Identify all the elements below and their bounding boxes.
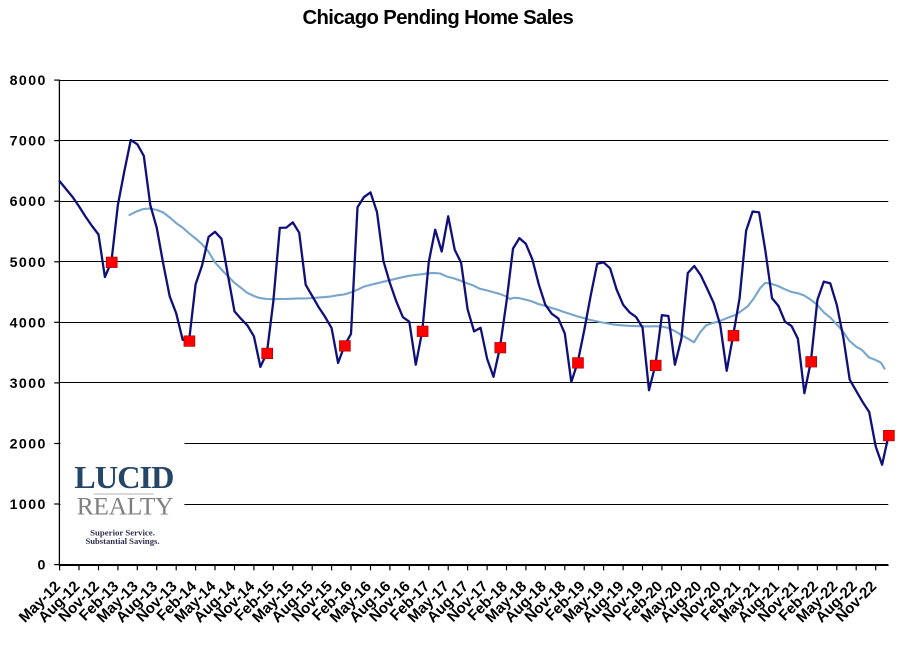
svg-text:2000: 2000: [10, 437, 47, 453]
svg-text:6000: 6000: [10, 194, 47, 210]
svg-text:REALTY: REALTY: [77, 493, 174, 521]
svg-text:0: 0: [38, 558, 47, 574]
svg-text:LUCID: LUCID: [74, 459, 173, 495]
svg-text:3000: 3000: [10, 376, 47, 392]
svg-text:4000: 4000: [10, 315, 47, 331]
svg-text:5000: 5000: [10, 255, 47, 271]
svg-text:8000: 8000: [10, 73, 47, 89]
svg-text:1000: 1000: [10, 497, 47, 513]
svg-text:Superior Service.: Superior Service.: [90, 527, 155, 537]
svg-text:7000: 7000: [10, 134, 47, 150]
svg-text:Chicago Pending Home Sales: Chicago Pending Home Sales: [302, 7, 573, 29]
svg-text:Substantial Savings.: Substantial Savings.: [85, 536, 159, 546]
